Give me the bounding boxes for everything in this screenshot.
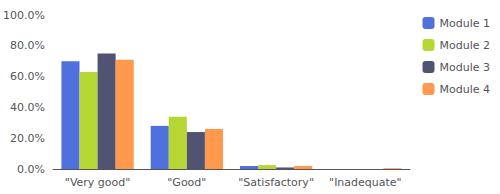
svg-text:"Inadequate": "Inadequate" <box>329 176 402 189</box>
svg-text:100.0%: 100.0% <box>3 9 45 22</box>
svg-text:"Very good": "Very good" <box>65 176 131 189</box>
svg-text:Module 2: Module 2 <box>440 39 491 52</box>
svg-text:Module 1: Module 1 <box>440 17 491 30</box>
svg-text:"Satisfactory": "Satisfactory" <box>238 176 314 189</box>
svg-text:60.0%: 60.0% <box>10 70 45 83</box>
svg-text:Module 3: Module 3 <box>440 61 491 74</box>
svg-text:80.0%: 80.0% <box>10 39 45 52</box>
svg-text:Module 4: Module 4 <box>440 83 491 96</box>
svg-text:40.0%: 40.0% <box>10 101 45 114</box>
svg-text:"Good": "Good" <box>167 176 206 189</box>
svg-text:20.0%: 20.0% <box>10 132 45 145</box>
svg-text:0.0%: 0.0% <box>17 163 45 176</box>
